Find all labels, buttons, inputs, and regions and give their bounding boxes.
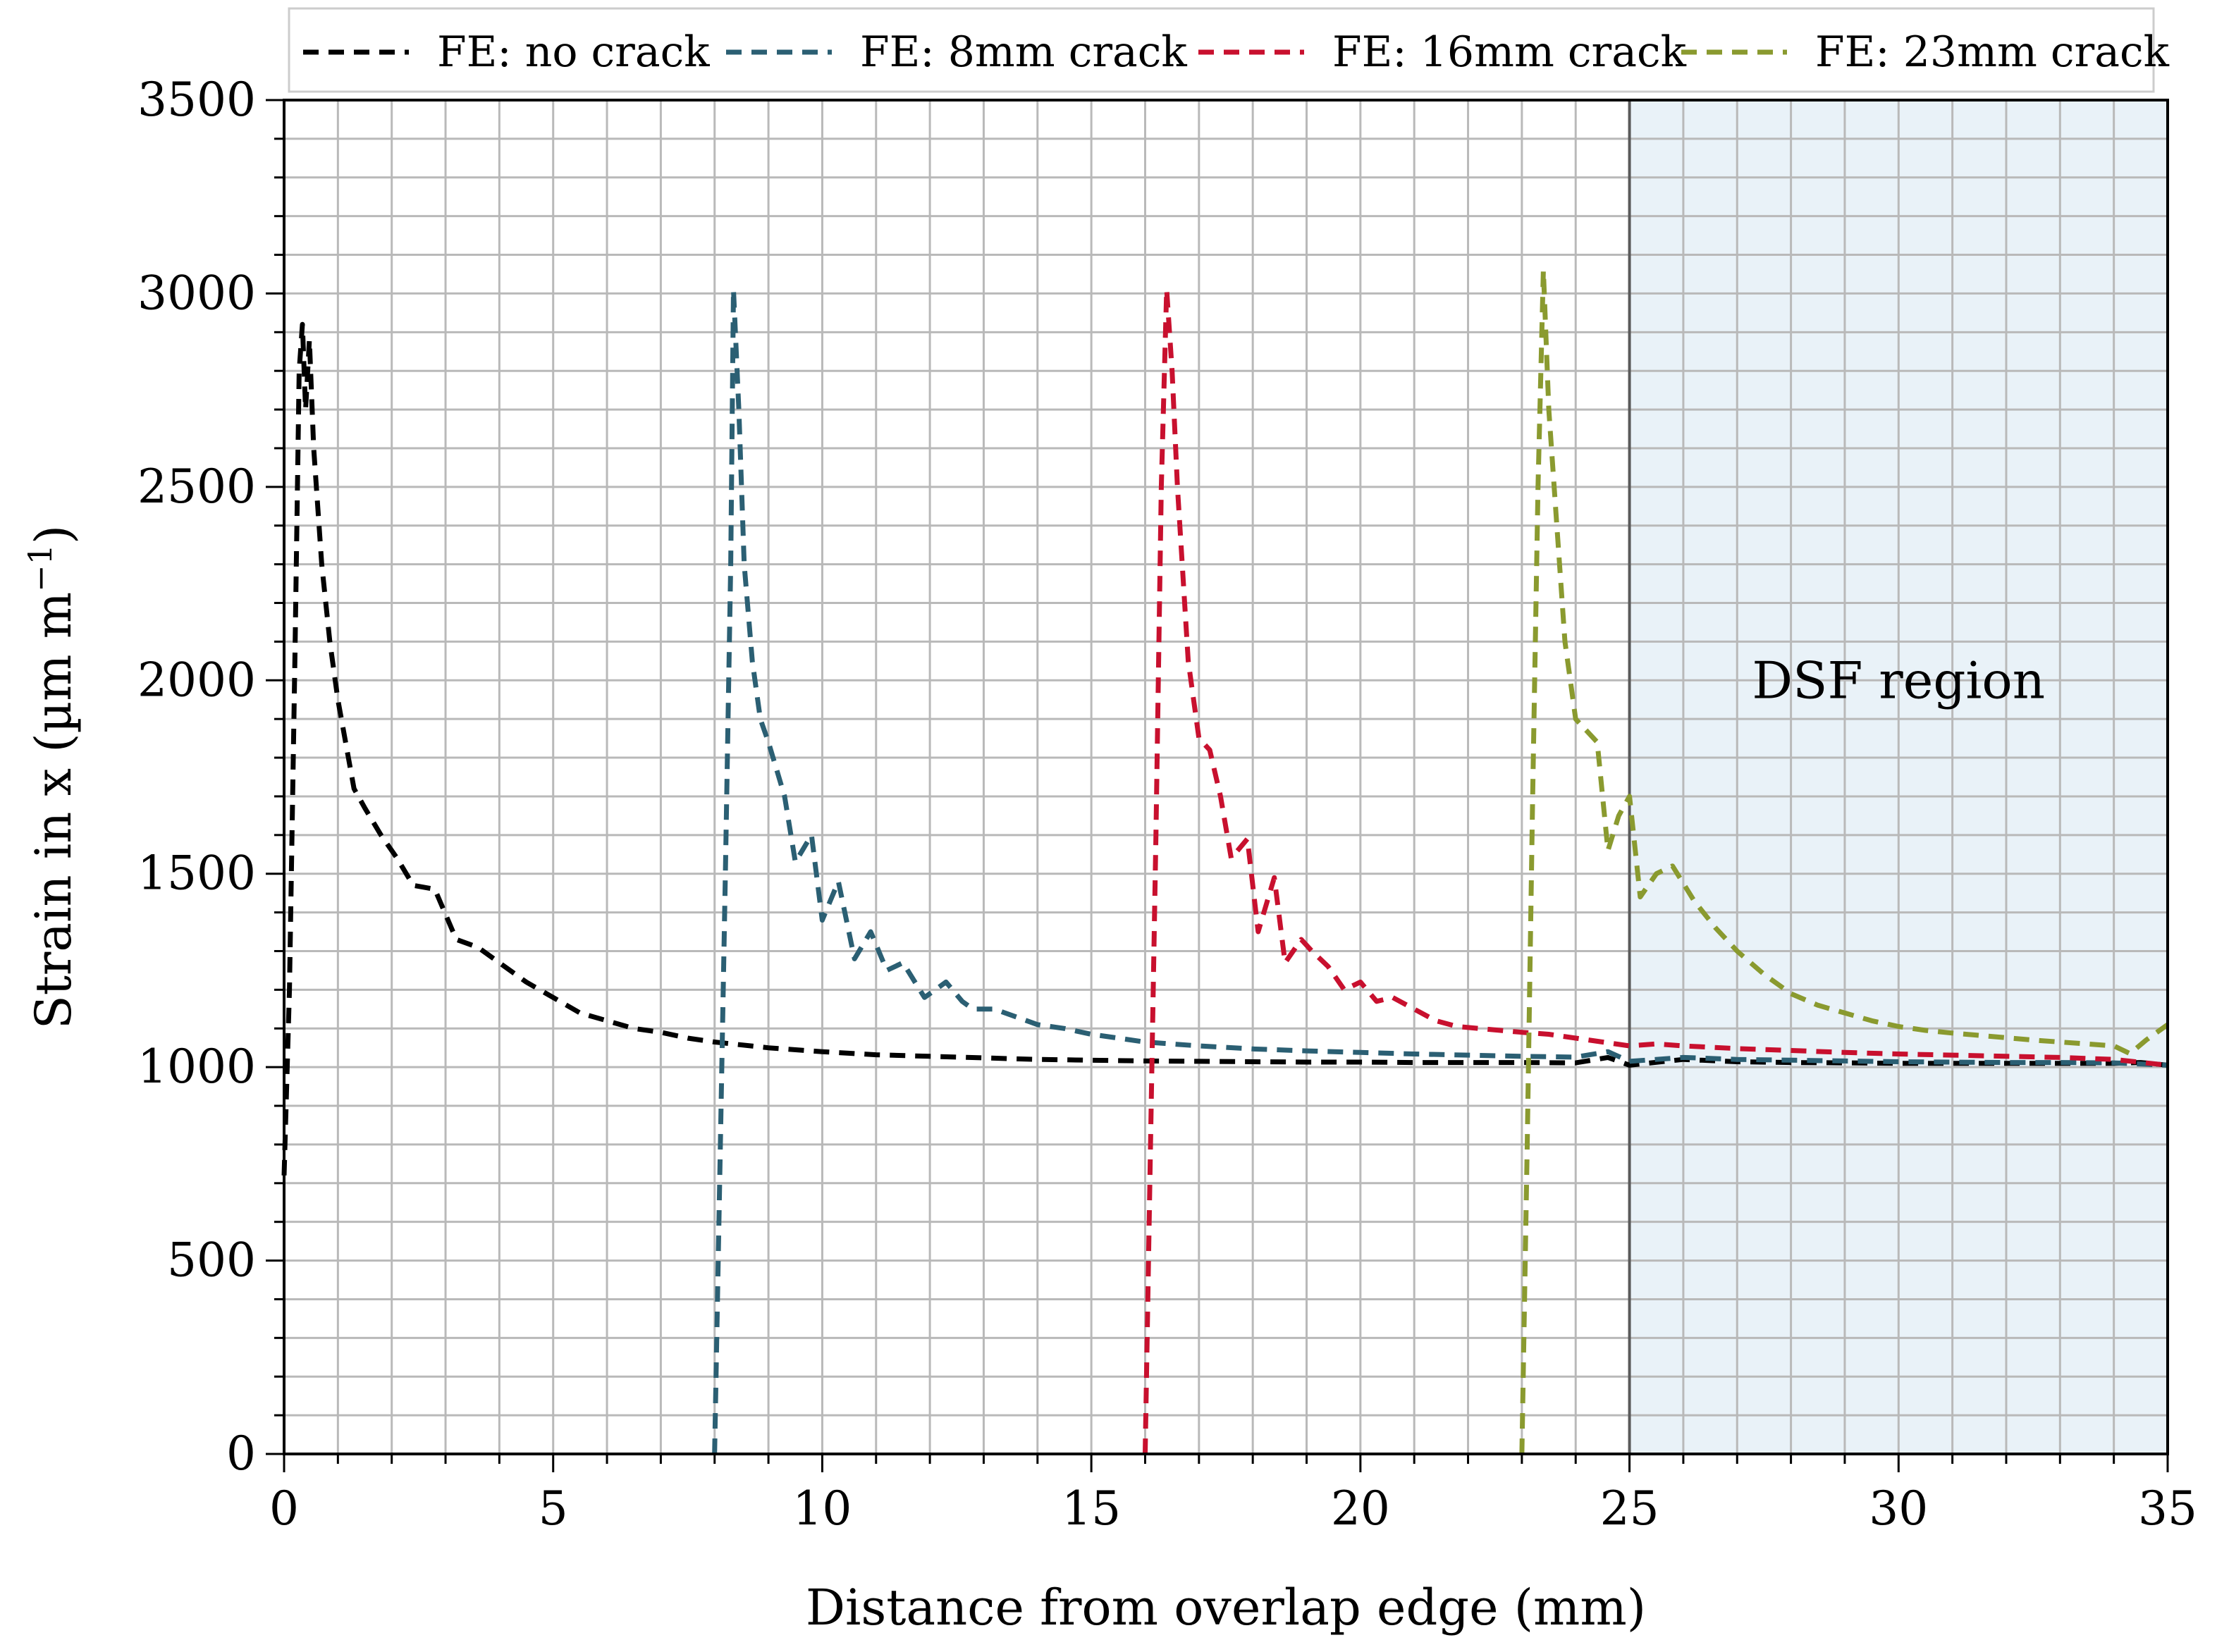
series-line-3 [1143,287,2168,1455]
x-tick-label: 25 [1600,1481,1659,1536]
x-tick-label: 35 [2138,1481,2197,1536]
y-axis-title-text: Strain in x (µm m [25,592,82,1029]
y-tick-label: 1500 [137,846,256,901]
y-tick-label: 3000 [137,266,256,320]
y-tick-label: 1000 [137,1040,256,1094]
plot-area [281,99,2170,1455]
series-line-4 [1519,268,2170,1455]
series-line-2 [712,287,2168,1455]
legend-label-1: FE: no crack [437,27,710,77]
y-axis-title-exponent: −1 [21,544,59,592]
y-axis-title: Strain in x (µm m−1) [21,525,82,1029]
y-tick-label: 2500 [137,460,256,514]
series-layer [281,268,2170,1455]
x-tick-label: 20 [1331,1481,1390,1536]
series-line-1 [281,321,2168,1176]
legend-label-2: FE: 8mm crack [860,27,1187,77]
x-axis: 0 5 10 15 20 25 30 35 [269,1454,2197,1536]
y-tick-label: 3500 [137,73,256,127]
y-axis-title-close: ) [25,525,82,544]
y-tick-label: 500 [167,1233,256,1288]
x-tick-label: 0 [269,1481,299,1536]
dsf-region-label: DSF region [1752,651,2045,710]
x-tick-label: 5 [539,1481,568,1536]
grid [284,100,2168,1454]
x-axis-title: Distance from overlap edge (mm) [806,1579,1646,1636]
legend-label-4: FE: 23mm crack [1815,27,2170,77]
y-tick-label: 2000 [137,653,256,707]
plot-frame [283,99,2169,1455]
y-tick-label: 0 [226,1426,256,1481]
legend-label-3: FE: 16mm crack [1332,27,1687,77]
legend-box [288,7,2155,93]
legend: FE: no crack FE: 8mm crack FE: 16mm crack F… [288,7,2170,93]
x-tick-label: 10 [792,1481,852,1536]
y-axis: 0 500 1000 1500 2000 2500 3000 3500 [137,73,284,1481]
x-tick-label: 15 [1062,1481,1121,1536]
x-tick-label: 30 [1869,1481,1928,1536]
